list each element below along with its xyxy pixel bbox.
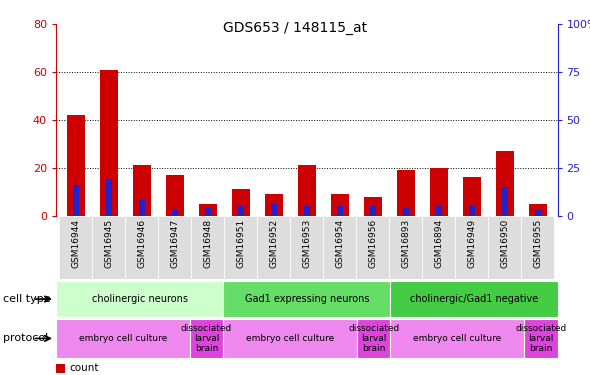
Text: dissociated
larval
brain: dissociated larval brain: [515, 324, 566, 353]
Bar: [106, 179, 112, 216]
Bar: [331, 194, 349, 216]
Bar: [535, 210, 541, 216]
FancyBboxPatch shape: [224, 216, 257, 279]
Text: GSM16894: GSM16894: [434, 219, 443, 268]
Text: GSM16949: GSM16949: [467, 219, 476, 268]
Text: cholinergic neurons: cholinergic neurons: [91, 294, 188, 304]
FancyBboxPatch shape: [56, 281, 223, 317]
Text: GSM16953: GSM16953: [302, 219, 312, 268]
FancyBboxPatch shape: [422, 216, 455, 279]
FancyBboxPatch shape: [223, 319, 357, 358]
Text: Gad1 expressing neurons: Gad1 expressing neurons: [244, 294, 369, 304]
Text: GSM16954: GSM16954: [335, 219, 345, 268]
Text: GSM16945: GSM16945: [104, 219, 113, 268]
FancyBboxPatch shape: [357, 319, 391, 358]
Bar: [430, 168, 448, 216]
FancyBboxPatch shape: [223, 281, 391, 317]
Bar: [172, 210, 178, 216]
Text: count: count: [70, 363, 99, 373]
Text: GSM16946: GSM16946: [137, 219, 146, 268]
Bar: [199, 204, 217, 216]
Bar: [298, 165, 316, 216]
Text: GSM16947: GSM16947: [171, 219, 179, 268]
Bar: [463, 177, 481, 216]
Bar: [363, 196, 382, 216]
FancyBboxPatch shape: [356, 216, 389, 279]
Bar: [496, 151, 514, 216]
Bar: [502, 187, 508, 216]
FancyBboxPatch shape: [56, 319, 190, 358]
Text: GSM16955: GSM16955: [533, 219, 542, 268]
Text: cholinergic/Gad1 negative: cholinergic/Gad1 negative: [410, 294, 538, 304]
FancyBboxPatch shape: [190, 319, 223, 358]
Text: GSM16944: GSM16944: [71, 219, 80, 268]
Text: GSM16893: GSM16893: [401, 219, 410, 268]
Bar: [238, 206, 244, 216]
FancyBboxPatch shape: [125, 216, 158, 279]
FancyBboxPatch shape: [391, 319, 524, 358]
Bar: [529, 204, 547, 216]
Text: GSM16950: GSM16950: [500, 219, 509, 268]
Text: dissociated
larval
brain: dissociated larval brain: [181, 324, 232, 353]
Bar: [232, 189, 250, 216]
Bar: [396, 170, 415, 216]
FancyBboxPatch shape: [524, 319, 558, 358]
FancyBboxPatch shape: [389, 216, 422, 279]
FancyBboxPatch shape: [93, 216, 125, 279]
FancyBboxPatch shape: [521, 216, 554, 279]
Bar: [139, 200, 145, 216]
Text: embryo cell culture: embryo cell culture: [79, 334, 167, 343]
Text: cell type: cell type: [3, 294, 51, 304]
Bar: [435, 206, 442, 216]
Text: embryo cell culture: embryo cell culture: [413, 334, 502, 343]
FancyBboxPatch shape: [455, 216, 489, 279]
Bar: [73, 185, 79, 216]
Bar: [402, 208, 409, 216]
Bar: [67, 115, 85, 216]
FancyBboxPatch shape: [391, 281, 558, 317]
FancyBboxPatch shape: [323, 216, 356, 279]
Bar: [468, 206, 475, 216]
Bar: [100, 70, 118, 216]
Text: GSM16952: GSM16952: [269, 219, 278, 268]
Text: GSM16951: GSM16951: [237, 219, 245, 268]
FancyBboxPatch shape: [158, 216, 191, 279]
FancyBboxPatch shape: [60, 216, 93, 279]
Text: GSM16956: GSM16956: [368, 219, 377, 268]
Bar: [133, 165, 151, 216]
Bar: [271, 204, 277, 216]
Text: embryo cell culture: embryo cell culture: [246, 334, 334, 343]
Bar: [304, 206, 310, 216]
FancyBboxPatch shape: [257, 216, 290, 279]
Text: GDS653 / 148115_at: GDS653 / 148115_at: [223, 21, 367, 34]
Text: protocol: protocol: [3, 333, 48, 344]
Text: dissociated
larval
brain: dissociated larval brain: [348, 324, 399, 353]
Bar: [337, 206, 343, 216]
Bar: [369, 206, 376, 216]
Bar: [265, 194, 283, 216]
Bar: [166, 175, 184, 216]
FancyBboxPatch shape: [191, 216, 224, 279]
FancyBboxPatch shape: [489, 216, 521, 279]
Text: GSM16948: GSM16948: [204, 219, 212, 268]
FancyBboxPatch shape: [290, 216, 323, 279]
Bar: [205, 208, 211, 216]
